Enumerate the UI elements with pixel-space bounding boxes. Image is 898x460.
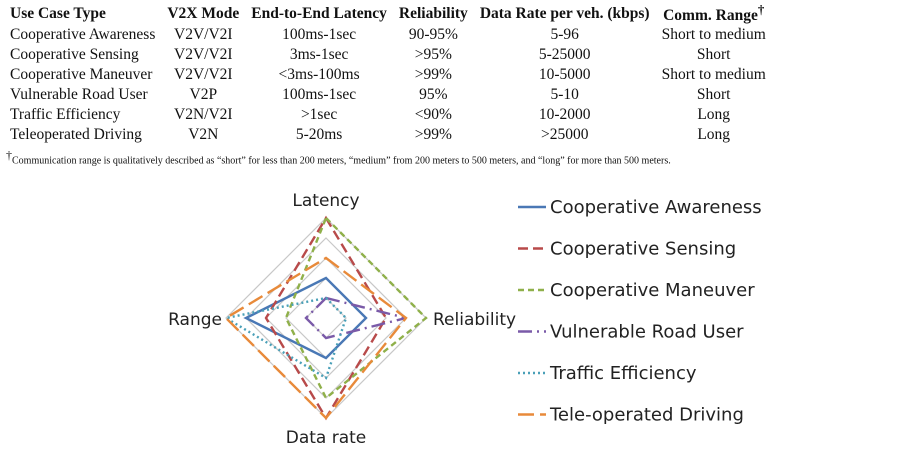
table-cell: 100ms-1sec (282, 26, 357, 44)
table-row: Traffic Efficiency V2N/V2I >1sec <90% 10-200… (10, 105, 772, 125)
column-header: Comm. Range† (663, 2, 765, 25)
axis-label: Range (168, 310, 222, 330)
table-cell: Cooperative Sensing (10, 46, 139, 64)
table-row: Cooperative Maneuver V2V/V2I <3ms-100ms >99… (10, 65, 772, 85)
grid-ring (225, 217, 427, 419)
legend-label: Vulnerable Road User (550, 322, 744, 343)
column-header: End-to-End Latency (251, 4, 387, 22)
legend-label: Cooperative Awareness (550, 197, 762, 218)
table-cell: Long (697, 106, 731, 124)
use-case-table: Use Case Type V2X Mode End-to-End Latency R… (10, 2, 772, 145)
table-cell: V2N/V2I (174, 106, 233, 124)
table-row: Cooperative Awareness V2V/V2I 100ms-1sec 90… (10, 25, 772, 45)
table-cell: 90-95% (408, 26, 458, 44)
table-cell: 5-20ms (295, 126, 343, 144)
legend-label: Traffic Efficiency (549, 363, 697, 384)
column-header: Data Rate per veh. (kbps) (479, 4, 650, 22)
table-cell: Vulnerable Road User (10, 86, 148, 104)
table-row: Teleoperated Driving V2N 5-20ms >99% >25000 L… (10, 125, 772, 145)
axis-label: Latency (292, 191, 359, 211)
table-cell: Long (697, 126, 731, 144)
table-cell: 100ms-1sec (282, 86, 357, 104)
table-cell: 5-25000 (538, 46, 591, 64)
series-line (222, 296, 348, 380)
table-cell: Teleoperated Driving (10, 126, 142, 144)
table-cell: <3ms-100ms (278, 66, 360, 84)
table-cell: Short to medium (661, 26, 766, 44)
table-cell: 5-10 (550, 86, 579, 104)
column-header: Reliability (398, 4, 468, 22)
column-header: V2X Mode (167, 4, 240, 22)
series-line (304, 296, 407, 340)
dagger-mark: † (757, 2, 765, 17)
table-cell: >1sec (300, 106, 338, 124)
table-cell: Traffic Efficiency (10, 106, 121, 124)
table-cell: Cooperative Awareness (10, 26, 156, 44)
axis-label: Data rate (286, 428, 367, 448)
legend-label: Tele-operated Driving (549, 405, 744, 426)
table-cell: V2V/V2I (174, 46, 233, 64)
table-cell: Short (696, 86, 731, 104)
table-cell: Cooperative Maneuver (10, 66, 153, 84)
grid-ring (305, 297, 347, 339)
table-cell: >99% (414, 66, 452, 84)
column-header: Use Case Type (10, 4, 106, 22)
series-line (224, 256, 408, 420)
legend-label: Cooperative Sensing (550, 239, 736, 260)
table-cell: >99% (414, 126, 452, 144)
table-cell: V2P (189, 86, 218, 104)
table-cell: 3ms-1sec (289, 46, 349, 64)
legend-label: Cooperative Maneuver (550, 280, 755, 301)
table-cell: >95% (414, 46, 452, 64)
grid-ring (245, 237, 407, 399)
table-cell: 95% (419, 86, 448, 104)
table-cell: V2V/V2I (174, 66, 233, 84)
table-cell: V2N (188, 126, 219, 144)
axis-label: Reliability (433, 310, 516, 330)
table-footnote: †Communication range is qualitatively de… (6, 148, 671, 167)
table-row: Cooperative Sensing V2V/V2I 3ms-1sec >95% 5-… (10, 45, 772, 65)
table-cell: 10-5000 (538, 66, 591, 84)
table-row: Vulnerable Road User V2P 100ms-1sec 95% 5-10… (10, 85, 772, 105)
table-header-row: Use Case Type V2X Mode End-to-End Latency R… (10, 2, 772, 25)
table-cell: <90% (414, 106, 452, 124)
grid-ring (265, 257, 387, 379)
grid-ring (285, 277, 367, 359)
table-cell: 10-2000 (538, 106, 591, 124)
series-line (284, 215, 428, 400)
table-cell: V2V/V2I (174, 26, 233, 44)
table-cell: >25000 (540, 126, 589, 144)
table-cell: 5-96 (550, 26, 579, 44)
table-cell: Short (696, 46, 731, 64)
table-cell: Short to medium (661, 66, 766, 84)
series-line (264, 215, 388, 421)
